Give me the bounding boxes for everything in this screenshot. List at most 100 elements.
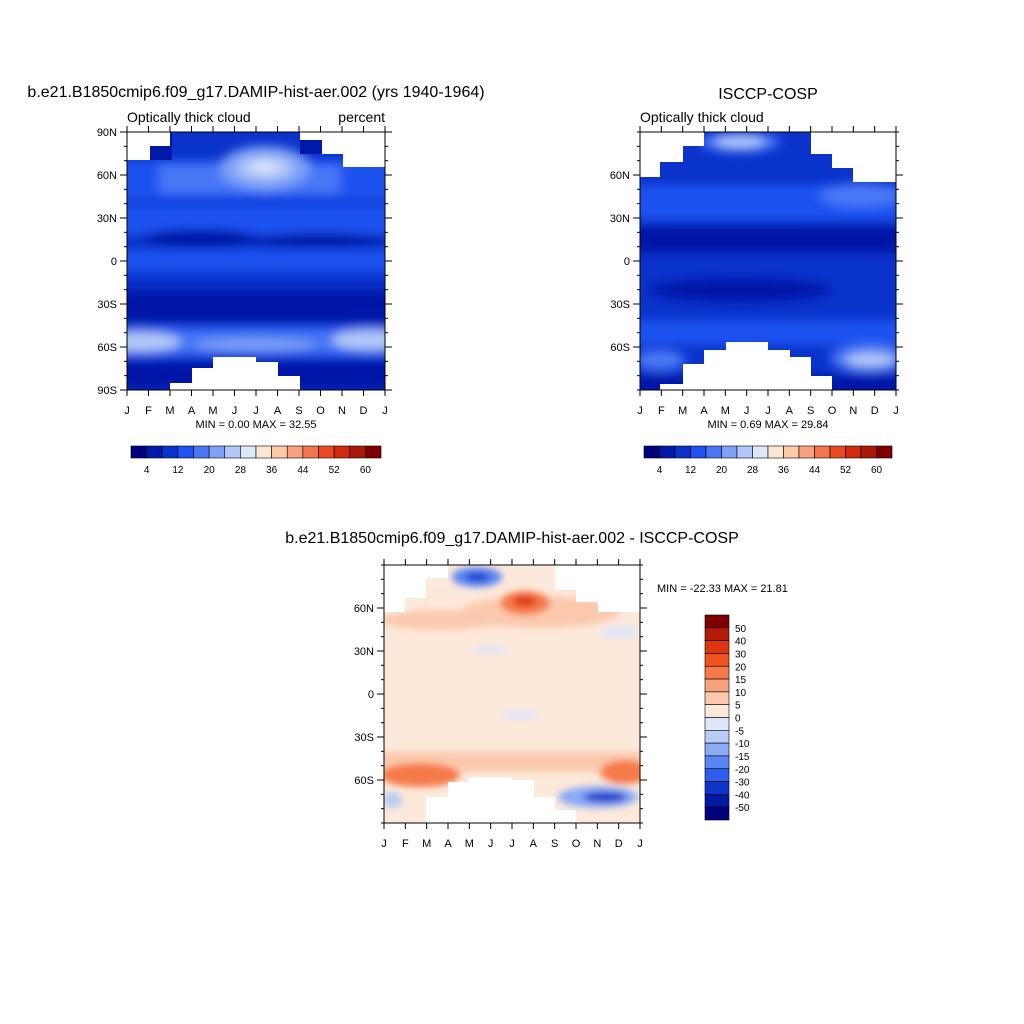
panel-obs-month-tick-label: A <box>700 405 708 417</box>
panel-model-colorbar-swatch <box>365 445 382 459</box>
panel-diff-colorbar-swatch <box>704 627 730 641</box>
panel-obs-colorbar-swatch <box>783 445 800 459</box>
panel-obs-lat-tick-label: 60S <box>610 342 630 354</box>
panel-diff-month-tick-label: S <box>551 838 558 850</box>
panel-model-colorbar-swatch <box>349 445 366 459</box>
panel-diff-lat-tick-label: 60N <box>354 603 374 615</box>
panel-model-colorbar-swatch <box>146 445 163 459</box>
panel-model-colorbar-swatch <box>255 445 272 459</box>
panel-diff-colorbar-label: 50 <box>735 624 747 635</box>
panel-obs-colorbar-swatch <box>674 445 691 459</box>
panel-diff-colorbar-swatch <box>704 794 730 808</box>
panel-model-colorbar-swatch <box>177 445 194 459</box>
panel-obs-month-tick-label: S <box>807 405 814 417</box>
panel-obs-month-tick-label: M <box>678 405 687 417</box>
panel-obs-month-tick-label: N <box>849 405 857 417</box>
panel-diff-month-tick-label: A <box>530 838 538 850</box>
panel-obs-colorbar-label: 4 <box>657 465 663 476</box>
panel-model-month-tick-label: M <box>208 405 217 417</box>
panel-model-left-label: Optically thick cloud <box>127 109 251 125</box>
panel-model: b.e21.B1850cmip6.f09_g17.DAMIP-hist-aer.… <box>27 84 484 476</box>
panel-diff-month-tick-label: J <box>488 838 494 850</box>
panel-model-colorbar-swatch <box>318 445 335 459</box>
panel-obs-stats: MIN = 0.69 MAX = 29.84 <box>707 419 828 431</box>
panel-diff-colorbar-swatch <box>704 704 730 718</box>
panel-obs-colorbar-swatch <box>829 445 846 459</box>
panel-obs-colorbar-swatch <box>767 445 784 459</box>
panel-diff-colorbar-label: -40 <box>735 790 750 801</box>
panel-model-lat-tick-label: 60N <box>97 170 117 182</box>
panel-model-title: b.e21.B1850cmip6.f09_g17.DAMIP-hist-aer.… <box>27 84 484 101</box>
panel-diff-lat-tick-label: 60S <box>354 775 374 787</box>
panel-model-month-tick-label: S <box>295 405 302 417</box>
panel-obs-colorbar-swatch <box>814 445 831 459</box>
panel-model-lat-tick-label: 60S <box>97 342 117 354</box>
panel-model-colorbar-label: 20 <box>204 465 216 476</box>
panel-model-month-tick-label: N <box>338 405 346 417</box>
panel-obs-month-tick-label: A <box>786 405 794 417</box>
panel-diff-axes: 60N 30N 0 30S 60S J F M A M J J A S O N D J <box>354 559 647 850</box>
panel-obs-colorbar: 4 12 20 28 36 44 52 60 <box>643 445 893 476</box>
panel-model-month-tick-label: J <box>232 405 238 417</box>
panel-obs: ISCCP-COSP Optically thick cloud 60 <box>610 86 903 476</box>
panel-diff-colorbar-label: -50 <box>735 803 750 814</box>
panel-model-colorbar: 4 12 20 28 36 44 52 60 <box>130 445 382 476</box>
panel-diff-colorbar-swatch <box>704 742 730 757</box>
panel-obs-colorbar-swatch <box>643 445 660 459</box>
panel-diff-month-tick-label: N <box>593 838 601 850</box>
panel-model-month-tick-label: D <box>360 405 368 417</box>
panel-obs-lat-tick-label: 30N <box>610 213 630 225</box>
panel-model-colorbar-swatch <box>271 445 288 459</box>
panel-model-colorbar-label: 60 <box>360 465 372 476</box>
panel-obs-lat-tick-label: 30S <box>610 299 630 311</box>
panel-diff-colorbar-label: -15 <box>735 752 750 763</box>
panel-diff-colorbar-label: 20 <box>735 662 747 673</box>
panel-obs-month-tick-label: M <box>721 405 730 417</box>
panel-obs-colorbar-swatch <box>845 445 862 459</box>
panel-diff-month-tick-label: O <box>572 838 581 850</box>
panel-diff-colorbar-swatch <box>704 768 730 782</box>
panel-obs-colorbar-label: 52 <box>840 465 852 476</box>
panel-model-month-tick-label: F <box>145 405 152 417</box>
panel-model-colorbar-swatch <box>286 445 304 459</box>
panel-obs-colorbar-swatch <box>659 445 676 459</box>
panel-diff-colorbar-swatch <box>704 653 730 667</box>
panel-obs-month-tick-label: F <box>658 405 665 417</box>
panel-model-colorbar-swatch <box>193 445 210 459</box>
panel-obs-field <box>640 132 896 390</box>
panel-model-colorbar-label: 28 <box>235 465 247 476</box>
panel-obs-month-tick-label: O <box>828 405 837 417</box>
panel-model-lat-tick-label: 30N <box>97 213 117 225</box>
panel-model-colorbar-swatch <box>302 445 319 459</box>
panel-obs-month-tick-label: J <box>637 405 643 417</box>
panel-diff-colorbar-swatch <box>704 640 730 654</box>
panel-obs-colorbar-label: 36 <box>778 465 790 476</box>
panel-diff-title: b.e21.B1850cmip6.f09_g17.DAMIP-hist-aer.… <box>285 530 739 547</box>
panel-diff: b.e21.B1850cmip6.f09_g17.DAMIP-hist-aer.… <box>285 530 788 850</box>
panel-model-month-tick-label: O <box>316 405 325 417</box>
panel-diff-colorbar-swatch <box>704 614 730 629</box>
panel-model-colorbar-swatch <box>208 445 226 459</box>
panel-diff-month-tick-label: J <box>509 838 515 850</box>
panel-obs-colorbar-swatch <box>860 445 877 459</box>
panel-model-month-tick-label: J <box>124 405 130 417</box>
panel-diff-lat-tick-label: 30S <box>354 732 374 744</box>
panel-obs-colorbar-swatch <box>721 445 738 459</box>
panel-diff-stats: MIN = -22.33 MAX = 21.81 <box>657 583 788 595</box>
panel-obs-colorbar-swatch <box>705 445 722 459</box>
panel-obs-month-tick-label: D <box>871 405 879 417</box>
panel-diff-lat-tick-label: 0 <box>368 689 374 701</box>
panel-diff-month-tick-label: D <box>615 838 623 850</box>
panel-diff-colorbar-swatch <box>704 755 730 770</box>
panel-model-month-tick-label: A <box>274 405 282 417</box>
panel-model-month-tick-label: J <box>253 405 259 417</box>
panel-obs-lat-tick-label: 0 <box>624 256 630 268</box>
panel-diff-colorbar-label: 40 <box>735 637 747 648</box>
panel-obs-colorbar-label: 20 <box>716 465 728 476</box>
panel-obs-colorbar-label: 60 <box>871 465 883 476</box>
panel-obs-colorbar-label: 44 <box>809 465 821 476</box>
panel-diff-colorbar-label: 0 <box>735 714 741 725</box>
